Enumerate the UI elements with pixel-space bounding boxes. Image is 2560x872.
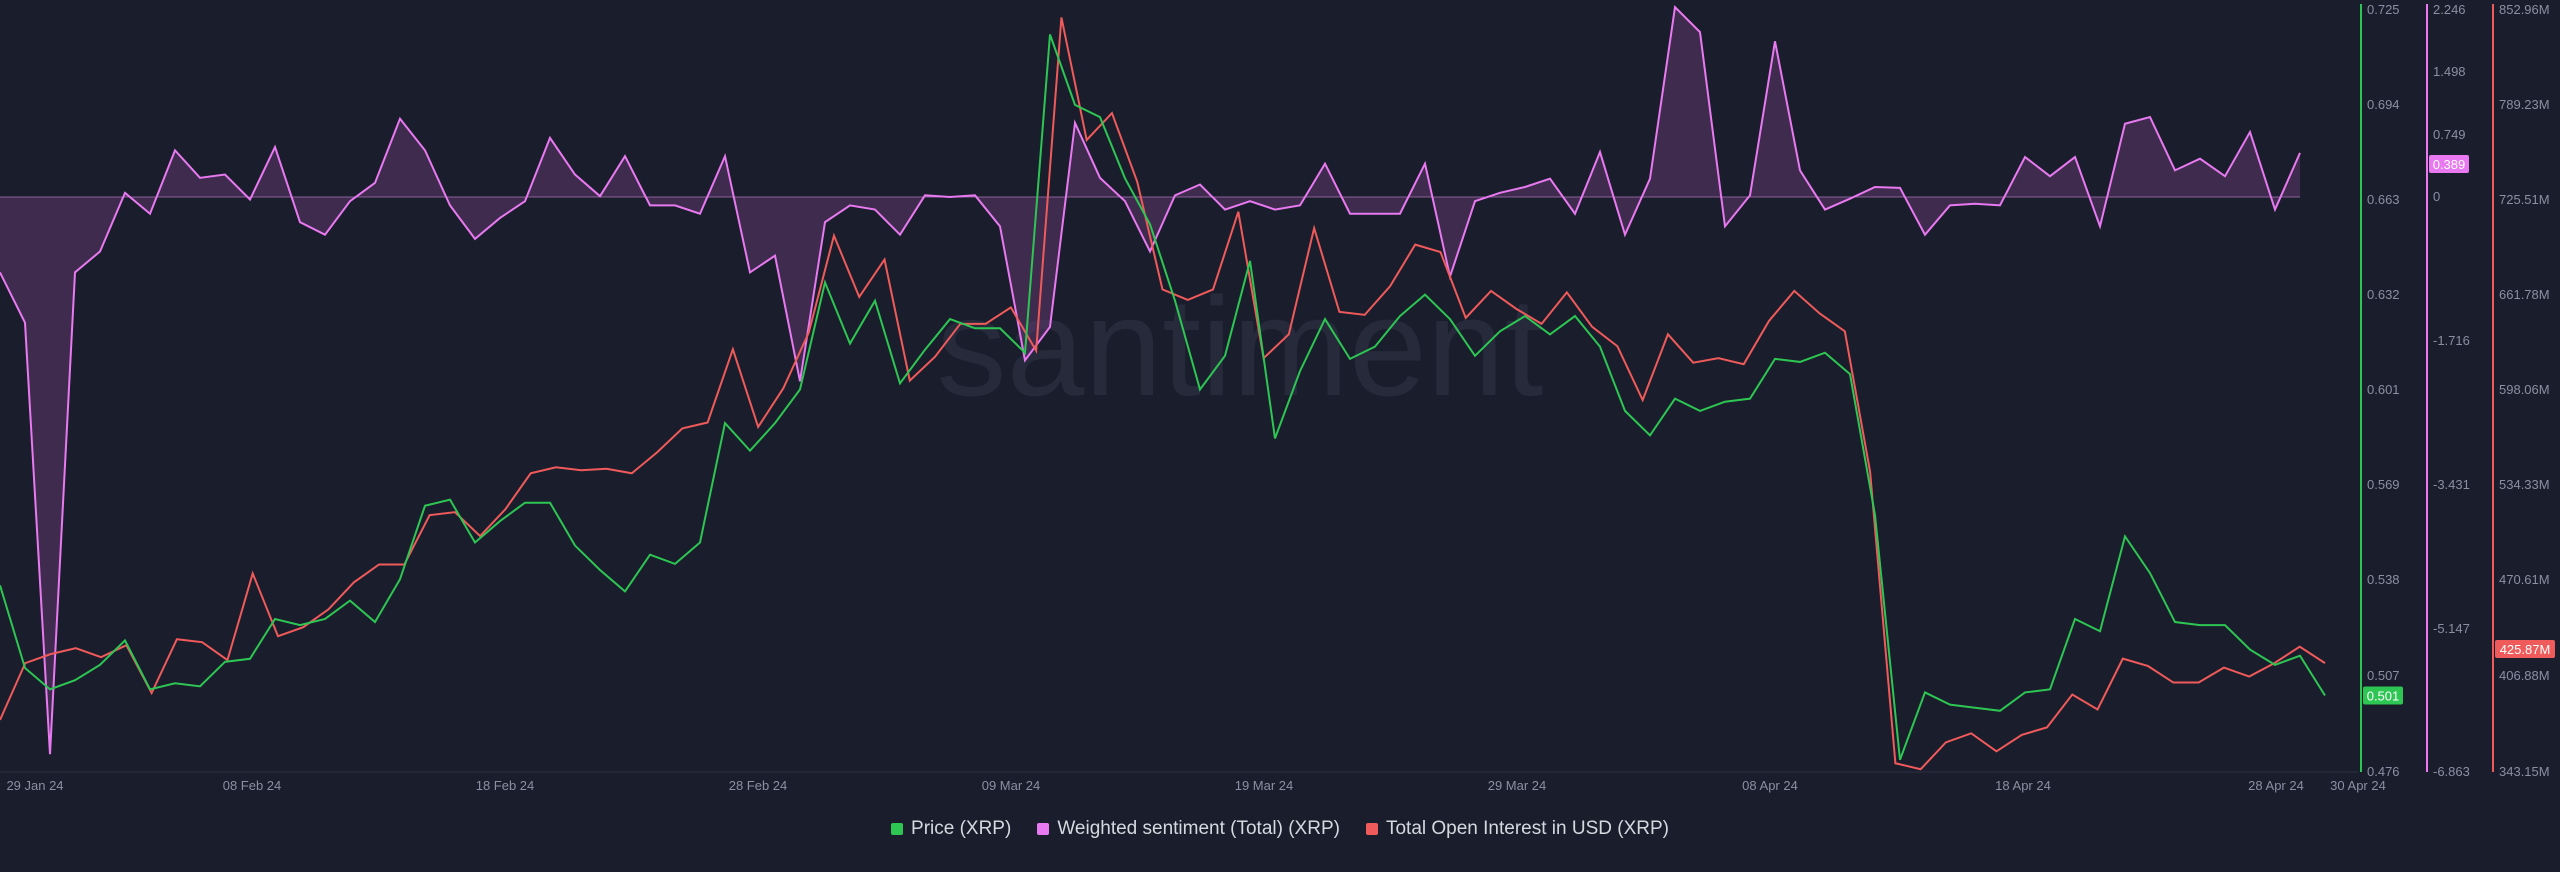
legend-label-open-interest: Total Open Interest in USD (XRP) xyxy=(1385,818,1669,839)
sentiment-tick-label: 2.246 xyxy=(2433,2,2466,17)
sentiment-area xyxy=(0,7,2300,755)
legend-label-price: Price (XRP) xyxy=(911,818,1012,839)
sentiment-tick-label: -3.431 xyxy=(2433,477,2470,492)
price-tick-label: 0.694 xyxy=(2367,97,2400,112)
x-tick-label: 29 Jan 24 xyxy=(6,778,63,793)
sentiment-tick-label: -5.147 xyxy=(2433,621,2470,636)
sentiment-tick-label: 0.749 xyxy=(2433,127,2466,142)
open-interest-tick-label: 406.88M xyxy=(2499,668,2550,683)
open-interest-tick-label: 852.96M xyxy=(2499,2,2550,17)
x-tick-label: 18 Feb 24 xyxy=(476,778,535,793)
x-tick-label: 19 Mar 24 xyxy=(1235,778,1294,793)
price-tick-label: 0.601 xyxy=(2367,382,2400,397)
open-interest-line xyxy=(0,17,2326,771)
sentiment-tick-label: -1.716 xyxy=(2433,333,2470,348)
x-tick-label: 08 Feb 24 xyxy=(223,778,282,793)
open-interest-current-badge: 425.87M xyxy=(2500,642,2551,657)
x-tick-label: 29 Mar 24 xyxy=(1488,778,1547,793)
price-tick-label: 0.507 xyxy=(2367,668,2400,683)
legend-swatch-sentiment xyxy=(1037,823,1050,835)
price-tick-label: 0.476 xyxy=(2367,764,2400,779)
legend-swatch-price xyxy=(891,823,904,835)
legend-item-sentiment[interactable]: Weighted sentiment (Total) (XRP) xyxy=(1037,818,1340,840)
open-interest-tick-label: 470.61M xyxy=(2499,572,2550,587)
watermark: santiment xyxy=(937,268,1544,425)
open-interest-tick-label: 598.06M xyxy=(2499,382,2550,397)
sentiment-current-badge-bg xyxy=(2429,155,2469,173)
x-tick-label: 09 Mar 24 xyxy=(982,778,1041,793)
legend-label-sentiment: Weighted sentiment (Total) (XRP) xyxy=(1057,818,1340,839)
price-line xyxy=(0,34,2326,761)
legend-swatch-open-interest xyxy=(1365,823,1378,835)
x-tick-label: 30 Apr 24 xyxy=(2330,778,2386,793)
open-interest-tick-label: 789.23M xyxy=(2499,97,2550,112)
price-tick-label: 0.632 xyxy=(2367,287,2400,302)
open-interest-tick-label: 343.15M xyxy=(2499,764,2550,779)
price-tick-label: 0.569 xyxy=(2367,477,2400,492)
open-interest-tick-label: 725.51M xyxy=(2499,192,2550,207)
x-tick-label: 28 Feb 24 xyxy=(729,778,788,793)
sentiment-tick-label: 1.498 xyxy=(2433,64,2466,79)
legend: Price (XRP) Weighted sentiment (Total) (… xyxy=(0,818,2560,840)
legend-item-open-interest[interactable]: Total Open Interest in USD (XRP) xyxy=(1365,818,1669,840)
x-tick-label: 08 Apr 24 xyxy=(1742,778,1798,793)
x-tick-label: 28 Apr 24 xyxy=(2248,778,2304,793)
price-tick-label: 0.663 xyxy=(2367,192,2400,207)
sentiment-tick-label: -6.863 xyxy=(2433,764,2470,779)
open-interest-current-badge-bg xyxy=(2495,640,2555,658)
price-current-badge-bg xyxy=(2363,686,2403,705)
legend-item-price[interactable]: Price (XRP) xyxy=(891,818,1011,840)
price-current-badge: 0.501 xyxy=(2367,688,2400,703)
open-interest-tick-label: 534.33M xyxy=(2499,477,2550,492)
sentiment-tick-label: 0 xyxy=(2433,189,2440,204)
price-tick-label: 0.725 xyxy=(2367,2,2400,17)
sentiment-current-badge: 0.389 xyxy=(2433,157,2466,172)
sentiment-line xyxy=(0,5,2301,755)
x-tick-label: 18 Apr 24 xyxy=(1995,778,2051,793)
open-interest-tick-label: 661.78M xyxy=(2499,287,2550,302)
price-tick-label: 0.538 xyxy=(2367,572,2400,587)
